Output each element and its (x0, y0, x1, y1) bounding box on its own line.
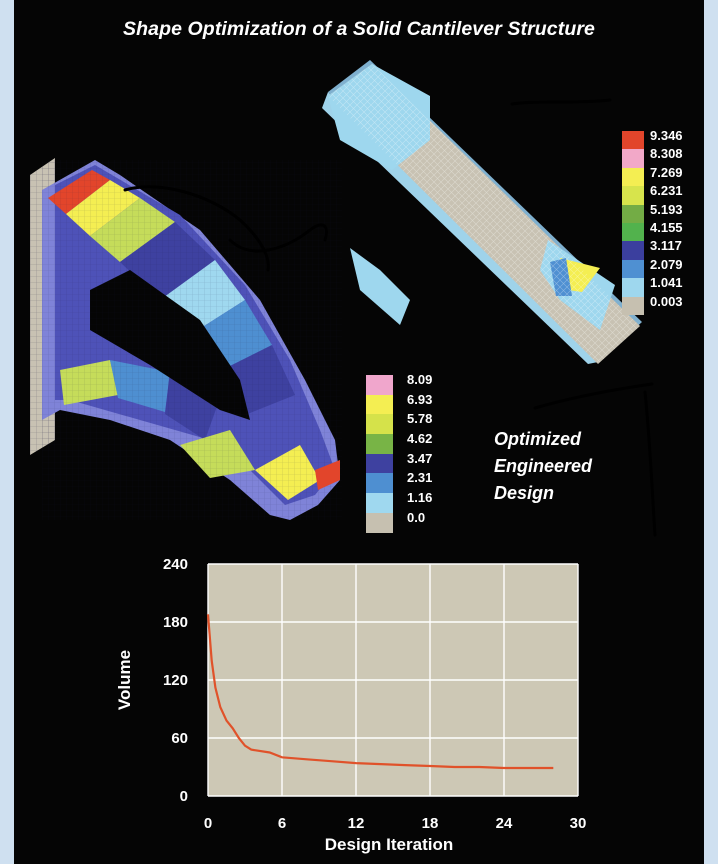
legend-top-row: 0.003 (622, 293, 702, 315)
legend-bottom-label: 4.62 (407, 431, 433, 447)
x-axis-ticks: 0 6 12 18 24 30 (204, 815, 587, 832)
legend-bottom-row: 6.93 (366, 391, 456, 415)
legend-top-label: 0.003 (650, 293, 683, 309)
legend-bottom-label: 1.16 (407, 490, 433, 506)
legend-bottom-swatch (366, 375, 393, 395)
legend-top-swatch (622, 204, 644, 223)
legend-top-row: 1.041 (622, 275, 702, 297)
legend-top-swatch (622, 259, 644, 279)
legend-top-label: 5.193 (650, 201, 683, 217)
legend-top-swatch (622, 241, 644, 260)
legend-top-swatch (622, 222, 644, 242)
legend-top-label: 4.155 (650, 219, 683, 235)
design-caption: Optimized Engineered Design (494, 426, 592, 507)
legend-bottom-row: 1.16 (366, 490, 456, 513)
y-axis-ticks: 0 60 120 180 240 (163, 556, 188, 805)
legend-top-swatch (622, 296, 644, 315)
x-tick-label: 0 (204, 815, 212, 832)
x-tick-label: 24 (496, 815, 513, 832)
chart-grid (207, 563, 579, 797)
legend-top-label: 6.231 (650, 183, 683, 199)
x-axis-label: Design Iteration (325, 835, 453, 854)
legend-top-row: 7.269 (622, 164, 702, 187)
y-tick-label: 240 (163, 556, 188, 573)
y-tick-label: 120 (163, 672, 188, 689)
y-axis-label: Volume (115, 650, 134, 710)
legend-top-row: 8.308 (622, 146, 702, 168)
legend-bottom-label: 5.78 (407, 411, 433, 427)
legend-bottom-swatch (366, 434, 393, 454)
legend-bottom-swatch (366, 473, 393, 494)
stress-legend-bottom: 8.09 6.93 5.78 4.62 3.47 2.31 1.16 0.0 (366, 372, 456, 533)
legend-top-label: 2.079 (650, 256, 683, 272)
legend-top-label: 1.041 (650, 275, 683, 291)
legend-bottom-swatch (366, 493, 393, 513)
caption-line: Engineered (494, 456, 593, 476)
legend-top-row: 9.346 (622, 128, 702, 150)
legend-bottom-row: 8.09 (366, 372, 456, 395)
legend-top-swatch (622, 131, 644, 150)
volume-series-line (206, 614, 554, 770)
x-tick-label: 18 (422, 815, 439, 832)
legend-top-swatch (622, 278, 644, 297)
handwritten-marks (123, 98, 657, 537)
legend-bottom-label: 8.09 (407, 372, 433, 387)
optimized-structure-model (30, 158, 342, 520)
legend-top-label: 3.117 (650, 238, 682, 254)
legend-top-row: 2.079 (622, 256, 702, 279)
legend-bottom-row: 4.62 (366, 431, 456, 454)
figure-title: Shape Optimization of a Solid Cantilever… (123, 18, 595, 40)
legend-bottom-row: 2.31 (366, 470, 456, 494)
legend-bottom-label: 6.93 (407, 391, 433, 407)
caption-line: Optimized (494, 429, 582, 449)
legend-bottom-swatch (366, 394, 393, 415)
legend-bottom-label: 3.47 (407, 450, 433, 466)
y-tick-label: 60 (171, 730, 188, 747)
stress-legend-top: 9.346 8.308 7.269 6.231 5.193 4.155 3.117 2.079… (622, 128, 702, 315)
legend-top-row: 4.155 (622, 219, 702, 242)
legend-top-swatch (622, 167, 644, 187)
legend-bottom-row: 5.78 (366, 411, 456, 435)
legend-bottom-swatch (366, 453, 393, 474)
legend-bottom-label: 2.31 (407, 470, 433, 486)
legend-top-row: 5.193 (622, 201, 702, 223)
x-tick-label: 12 (348, 815, 365, 832)
legend-top-label: 9.346 (650, 128, 683, 143)
legend-bottom-swatch (366, 414, 393, 435)
x-tick-label: 6 (278, 815, 286, 832)
initial-block-model (322, 60, 642, 364)
legend-top-row: 6.231 (622, 183, 702, 205)
y-tick-label: 180 (163, 614, 188, 631)
legend-top-swatch (622, 186, 644, 205)
caption-line: Design (494, 483, 555, 503)
legend-bottom-swatch (366, 512, 393, 533)
legend-top-label: 8.308 (650, 146, 683, 162)
legend-bottom-row: 3.47 (366, 450, 456, 474)
legend-top-swatch (622, 149, 644, 168)
legend-bottom-row: 0.0 (366, 509, 456, 533)
x-tick-label: 30 (570, 815, 587, 832)
legend-top-row: 3.117 (622, 238, 702, 260)
legend-bottom-label: 0.0 (407, 509, 426, 525)
y-tick-label: 0 (180, 788, 188, 805)
legend-top-label: 7.269 (650, 164, 683, 180)
